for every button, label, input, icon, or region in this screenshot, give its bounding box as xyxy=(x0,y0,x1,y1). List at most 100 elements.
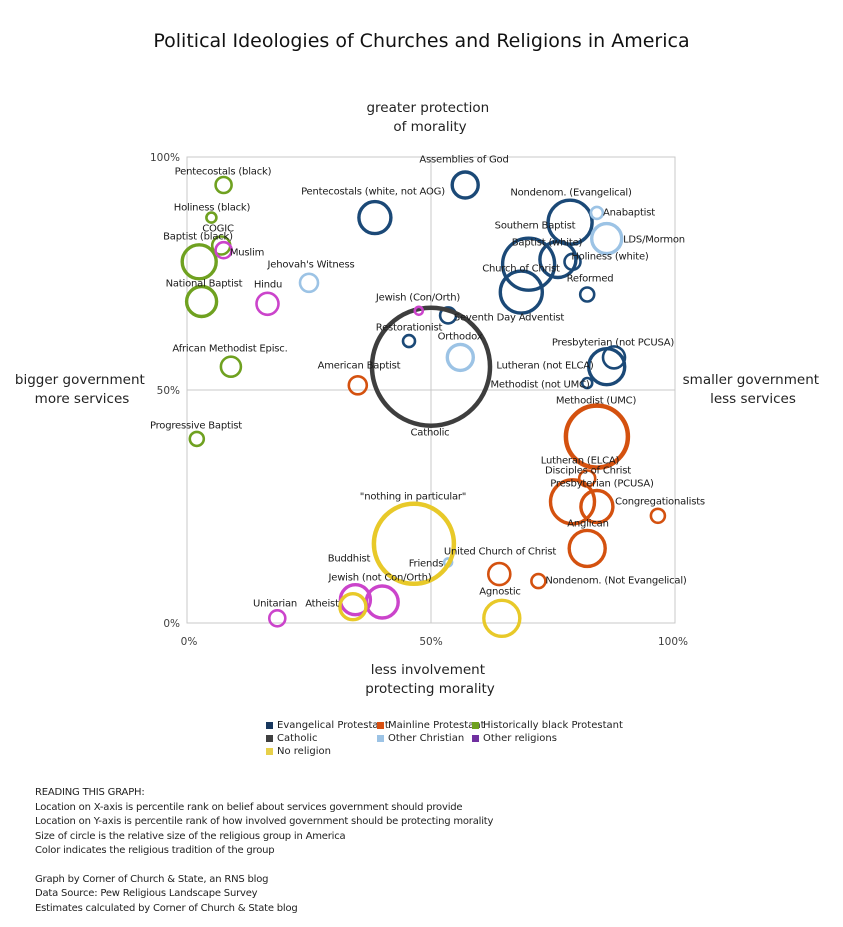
bubble-label-southern-baptist: Southern Baptist xyxy=(495,221,576,232)
bubble-jewish-con-orth xyxy=(413,305,425,317)
note-line: Location on X-axis is percentile rank on… xyxy=(35,801,463,813)
note-line: Color indicates the religious tradition … xyxy=(35,845,275,856)
chart-legend: Evangelical Protestant Mainline Protestan… xyxy=(266,719,623,757)
bubble-label-lds-mormon: LDS/Mormon xyxy=(623,235,685,246)
legend-swatch-no-religion xyxy=(266,747,273,755)
bubble-muslim xyxy=(214,240,233,260)
bubble-holiness-black xyxy=(205,211,218,224)
bubble-label-jewish-con-orth: Jewish (Con/Orth) xyxy=(375,293,461,304)
legend-label: No religion xyxy=(277,745,331,757)
bubble-label-nondenom-not-evangelical: Nondenom. (Not Evangelical) xyxy=(545,576,687,587)
bubble-lutheran-elca xyxy=(548,478,597,526)
bubble-label-national-baptist: National Baptist xyxy=(166,279,243,290)
bubble-southern-baptist xyxy=(500,236,557,292)
legend-item-evangelical-protestant: Evangelical Protestant xyxy=(266,719,389,731)
footer-text: READING THIS GRAPH: Location on X-axis i… xyxy=(35,786,493,916)
bubble-congregationalists xyxy=(649,507,667,525)
quadrant-label-top: greater protection of morality xyxy=(366,100,493,135)
bubble-agnostic xyxy=(482,598,522,638)
bubble-label-holiness-black: Holiness (black) xyxy=(174,203,251,214)
note-line: Location on Y-axis is percentile rank of… xyxy=(35,816,494,827)
bubble-label-catholic: Catholic xyxy=(411,428,450,439)
credit-line: Data Source: Pew Religious Landscape Sur… xyxy=(35,888,258,899)
bubble-baptist-black xyxy=(180,243,218,281)
bubble-label-holiness-white: Holiness (white) xyxy=(571,252,649,263)
bubble-reformed xyxy=(578,286,596,303)
legend-item-other-christian: Other Christian xyxy=(377,732,472,744)
bubble-american-baptist xyxy=(347,374,369,396)
bubble-assemblies-of-god xyxy=(450,170,480,200)
bubble-label-methodist-not-umc: Methodist (not UMC) xyxy=(490,380,589,391)
bubble-label-reformed: Reformed xyxy=(567,274,614,285)
legend-label: Other religions xyxy=(483,732,557,744)
bubble-label-anabaptist: Anabaptist xyxy=(603,208,655,219)
legend-swatch-evangelical-protestant xyxy=(266,721,273,729)
legend-label: Historically black Protestant xyxy=(483,719,623,731)
credit-line: Graph by Corner of Church & State, an RN… xyxy=(35,873,269,885)
bubble-label-disciples-of-christ: Disciples of Christ xyxy=(545,466,631,477)
legend-label: Evangelical Protestant xyxy=(277,719,389,731)
bubble-label-restorationist: Restorationist xyxy=(376,323,443,334)
x-tick-50: 50% xyxy=(419,636,442,648)
bubble-label-presbyterian-not-pcusa: Presbyterian (not PCUSA) xyxy=(552,338,675,349)
bubble-church-of-christ xyxy=(498,269,544,315)
x-tick-100: 100% xyxy=(658,636,688,648)
bubble-label-jewish-not-con-orth: Jewish (not Con/Orth) xyxy=(328,573,432,584)
legend-swatch-historically-black-protestant xyxy=(472,721,479,729)
bubble-label-nondenom-evangelical: Nondenom. (Evangelical) xyxy=(510,188,632,199)
bubble-label-african-methodist-episc: African Methodist Episc. xyxy=(172,344,287,355)
bubble-label-american-baptist: American Baptist xyxy=(318,361,401,372)
legend-swatch-catholic xyxy=(266,734,273,742)
y-tick-50: 50% xyxy=(157,385,180,397)
credits-block: Graph by Corner of Church & State, an RN… xyxy=(35,873,493,917)
bubble-label-church-of-christ: Church of Christ xyxy=(482,264,560,275)
legend-swatch-other-christian xyxy=(377,734,384,742)
bubble-pentecostals-white-not-aog xyxy=(357,199,393,236)
note-line: Size of circle is the relative size of t… xyxy=(35,830,346,842)
bubble-methodist-umc xyxy=(563,403,631,470)
legend-label: Other Christian xyxy=(388,732,465,744)
y-tick-0: 0% xyxy=(163,618,180,630)
bubble-label-methodist-umc: Methodist (UMC) xyxy=(556,396,637,407)
bubble-nondenom-not-evangelical xyxy=(530,572,547,590)
bubble-hindu xyxy=(255,291,280,317)
bubble-label-unitarian: Unitarian xyxy=(253,599,297,610)
bubble-label-agnostic: Agnostic xyxy=(479,587,520,598)
bubble-baptist-white xyxy=(538,239,578,280)
legend-item-catholic: Catholic xyxy=(266,732,377,744)
bubble-label-nothing-in-particular: "nothing in particular" xyxy=(360,492,466,503)
x-tick-0: 0% xyxy=(181,636,198,648)
quadrant-label-right: smaller government less services xyxy=(683,372,824,407)
bubble-label-anglican: Anglican xyxy=(567,519,608,530)
bubble-label-muslim: Muslim xyxy=(230,248,264,259)
bubble-label-cogic: COGIC xyxy=(202,224,234,235)
bubble-label-progressive-baptist: Progressive Baptist xyxy=(150,421,242,432)
bubble-pentecostals-black xyxy=(214,175,233,195)
quadrant-label-left: bigger government more services xyxy=(15,372,149,407)
bubble-label-pentecostals-black: Pentecostals (black) xyxy=(175,167,272,178)
credit-line: Estimates calculated by Corner of Church… xyxy=(35,902,298,914)
bubble-presbyterian-pcusa xyxy=(579,488,615,525)
legend-label: Mainline Protestant xyxy=(388,719,485,731)
bubble-nothing-in-particular xyxy=(371,501,457,587)
bubble-progressive-baptist xyxy=(188,430,206,448)
bubble-label-lutheran-not-elca: Lutheran (not ELCA) xyxy=(496,361,593,372)
bubble-anabaptist xyxy=(589,205,605,221)
bubble-chart: 100% 50% 0% 0% 50% 100% greater protecti… xyxy=(15,100,824,697)
bubble-african-methodist-episc xyxy=(219,355,243,379)
bubbles-layer xyxy=(180,170,667,638)
bubble-label-baptist-white: Baptist (white) xyxy=(512,238,583,249)
bubble-lds-mormon xyxy=(590,221,624,256)
legend-swatch-mainline-protestant xyxy=(377,721,384,729)
bubble-label-presbyterian-pcusa: Presbyterian (PCUSA) xyxy=(550,479,654,490)
bubble-label-jehovah-s-witness: Jehovah's Witness xyxy=(267,260,355,271)
bubble-labels-layer: Assemblies of God Pentecostals (white, no… xyxy=(150,155,705,610)
bubble-restorationist xyxy=(401,333,417,349)
bubble-label-orthodox: Orthodox xyxy=(438,332,483,343)
bubble-catholic xyxy=(369,305,493,428)
bubble-label-atheist: Atheist xyxy=(305,599,339,610)
bubble-methodist-not-umc xyxy=(580,376,594,390)
bubble-label-pentecostals-white-not-aog: Pentecostals (white, not AOG) xyxy=(301,187,445,198)
note-line: READING THIS GRAPH: xyxy=(35,787,145,798)
